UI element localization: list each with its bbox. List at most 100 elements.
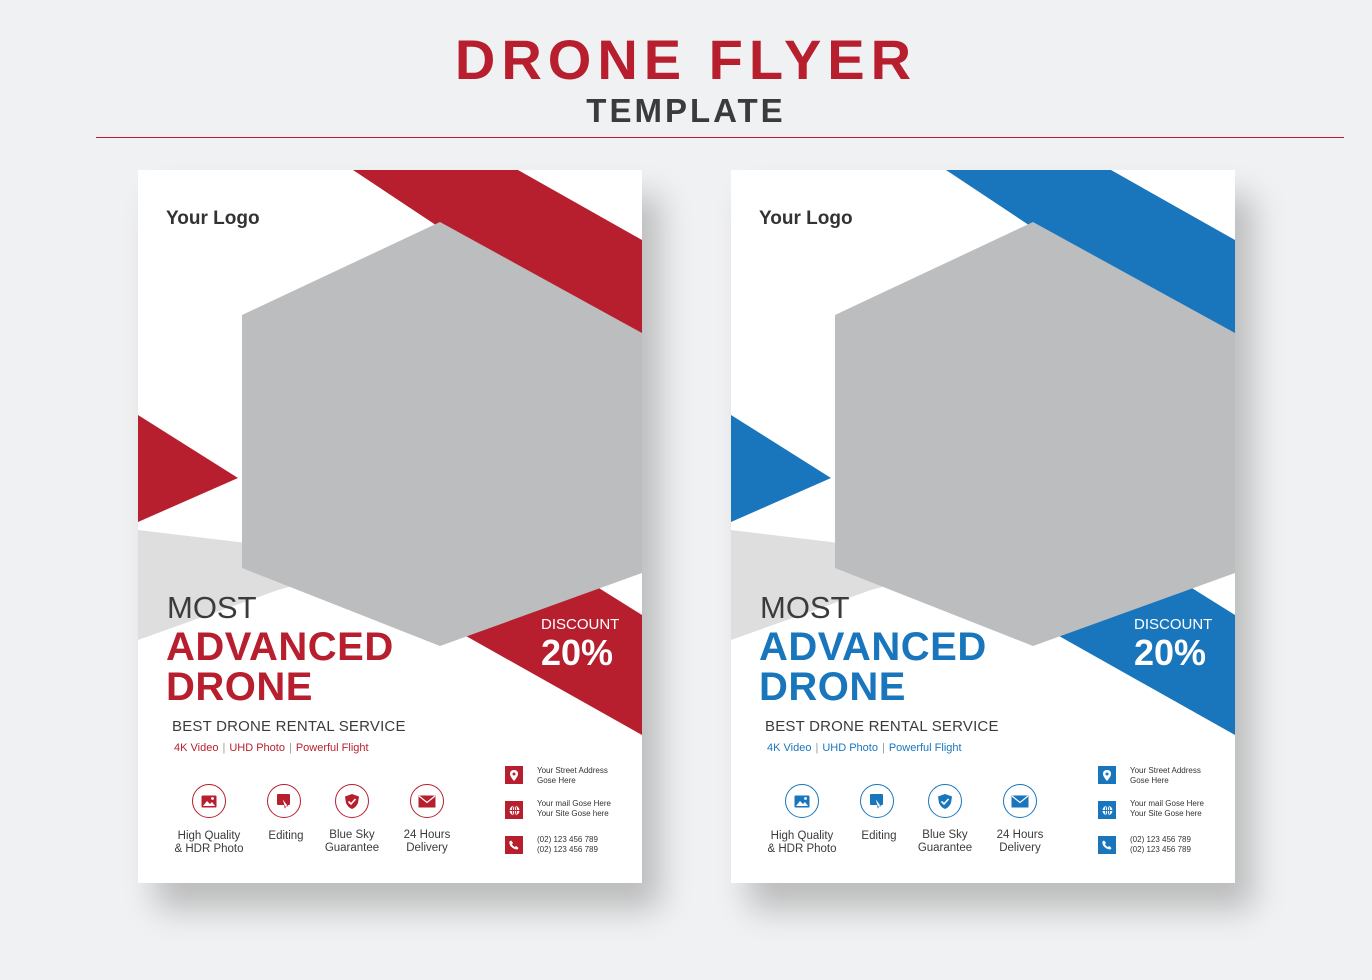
logo-placeholder: Your Logo [166,208,260,229]
service-icon-circle [267,784,301,818]
feature-item: UHD Photo [822,742,878,754]
service-icon-circle [335,784,369,818]
phone-icon [509,840,519,850]
service-label: High Quality & HDR Photo [164,830,254,856]
service-label-line: 24 Hours [403,829,451,841]
service-icon-circle [410,784,444,818]
contact-line: Your Site Gose here [537,809,609,818]
contact-icon-box [505,801,523,819]
service-label-line: & HDR Photo [767,843,837,855]
service-label-line: Guarantee [917,842,973,854]
service-icon-circle [1003,784,1037,818]
edit-icon [277,794,290,809]
service-tagline: BEST DRONE RENTAL SERVICE [172,718,406,735]
contact-web: Your mail Gose Here Your Site Gose here [537,799,611,819]
flyer-background-shapes [731,170,1235,735]
logo-placeholder: Your Logo [759,208,853,229]
service-label-line: 24 Hours [996,829,1044,841]
header-divider [96,137,1344,138]
service-label-line: Delivery [999,842,1041,854]
feature-separator: | [222,742,226,754]
contact-icon-box [505,836,523,854]
feature-item: 4K Video [767,742,812,754]
contact-line: (02) 123 456 789 [537,835,598,844]
feature-item: Powerful Flight [888,742,962,754]
service-label: 24 Hours Delivery [382,829,472,855]
globe-icon [1102,804,1112,816]
contact-icon-box [505,766,523,784]
contact-icon-box [1098,836,1116,854]
feature-separator: | [288,742,292,754]
contact-phone: (02) 123 456 789 (02) 123 456 789 [1130,835,1191,855]
headline-drone: DRONE [166,665,313,709]
discount-value: 20% [1134,632,1207,673]
contact-address: Your Street Address Gose Here [1130,766,1201,786]
feature-item: UHD Photo [229,742,285,754]
headline-most: MOST [760,590,850,625]
discount-label: DISCOUNT [1134,616,1213,633]
shield-check-icon [345,793,359,809]
service-label-line: Editing [268,830,304,842]
contact-icon-box [1098,766,1116,784]
service-icon-circle [860,784,894,818]
contact-line: Your Street Address [537,766,608,775]
service-label-line: High Quality [177,830,241,842]
service-label-line: Editing [861,830,897,842]
service-label-line: Guarantee [324,842,380,854]
service-label-line: Blue Sky [922,829,968,841]
contact-line: (02) 123 456 789 [1130,835,1191,844]
service-icon-circle [928,784,962,818]
mail-icon [1011,795,1029,807]
service-icon-circle [192,784,226,818]
phone-icon [1102,840,1112,850]
mail-icon [418,795,436,807]
contact-line: Your Site Gose here [1130,809,1202,818]
image-icon [201,795,217,807]
service-label-line: Delivery [406,842,448,854]
headline-advanced: ADVANCED [166,625,394,669]
location-pin-icon [1103,769,1111,781]
service-label: Blue Sky Guarantee [307,829,397,855]
discount-value: 20% [541,632,614,673]
feature-item: 4K Video [174,742,219,754]
contact-icon-box [1098,801,1116,819]
flyer-red: Your Logo MOST ADVANCED DRONE DISCOUNT 2… [138,170,642,883]
service-label-line: Blue Sky [329,829,375,841]
page-subtitle: TEMPLATE [586,92,786,129]
headline-drone: DRONE [759,665,906,709]
service-label: 24 Hours Delivery [975,829,1065,855]
contact-line: Gose Here [1130,776,1169,785]
feature-list: 4K Video | UHD Photo | Powerful Flight [767,742,962,754]
feature-separator: | [815,742,819,754]
headline-most: MOST [167,590,257,625]
service-label: High Quality & HDR Photo [757,830,847,856]
feature-item: Powerful Flight [295,742,369,754]
service-label-line: High Quality [770,830,834,842]
service-icon-circle [785,784,819,818]
contact-line: (02) 123 456 789 [1130,845,1191,854]
contact-line: (02) 123 456 789 [537,845,598,854]
service-label: Blue Sky Guarantee [900,829,990,855]
feature-separator: | [881,742,885,754]
service-tagline: BEST DRONE RENTAL SERVICE [765,718,999,735]
contact-phone: (02) 123 456 789 (02) 123 456 789 [537,835,598,855]
contact-line: Your mail Gose Here [537,799,611,808]
globe-icon [509,804,519,816]
service-label-line: & HDR Photo [174,843,244,855]
contact-web: Your mail Gose Here Your Site Gose here [1130,799,1204,819]
service-label: Editing [834,830,924,843]
headline-advanced: ADVANCED [759,625,987,669]
edit-icon [870,794,883,809]
contact-line: Your mail Gose Here [1130,799,1204,808]
flyer-blue: Your Logo MOST ADVANCED DRONE DISCOUNT 2… [731,170,1235,883]
contact-address: Your Street Address Gose Here [537,766,608,786]
location-pin-icon [510,769,518,781]
discount-label: DISCOUNT [541,616,620,633]
page-title: DRONE FLYER [454,28,918,91]
image-icon [794,795,810,807]
service-label: Editing [241,830,331,843]
contact-line: Your Street Address [1130,766,1201,775]
feature-list: 4K Video | UHD Photo | Powerful Flight [174,742,369,754]
shield-check-icon [938,793,952,809]
contact-line: Gose Here [537,776,576,785]
